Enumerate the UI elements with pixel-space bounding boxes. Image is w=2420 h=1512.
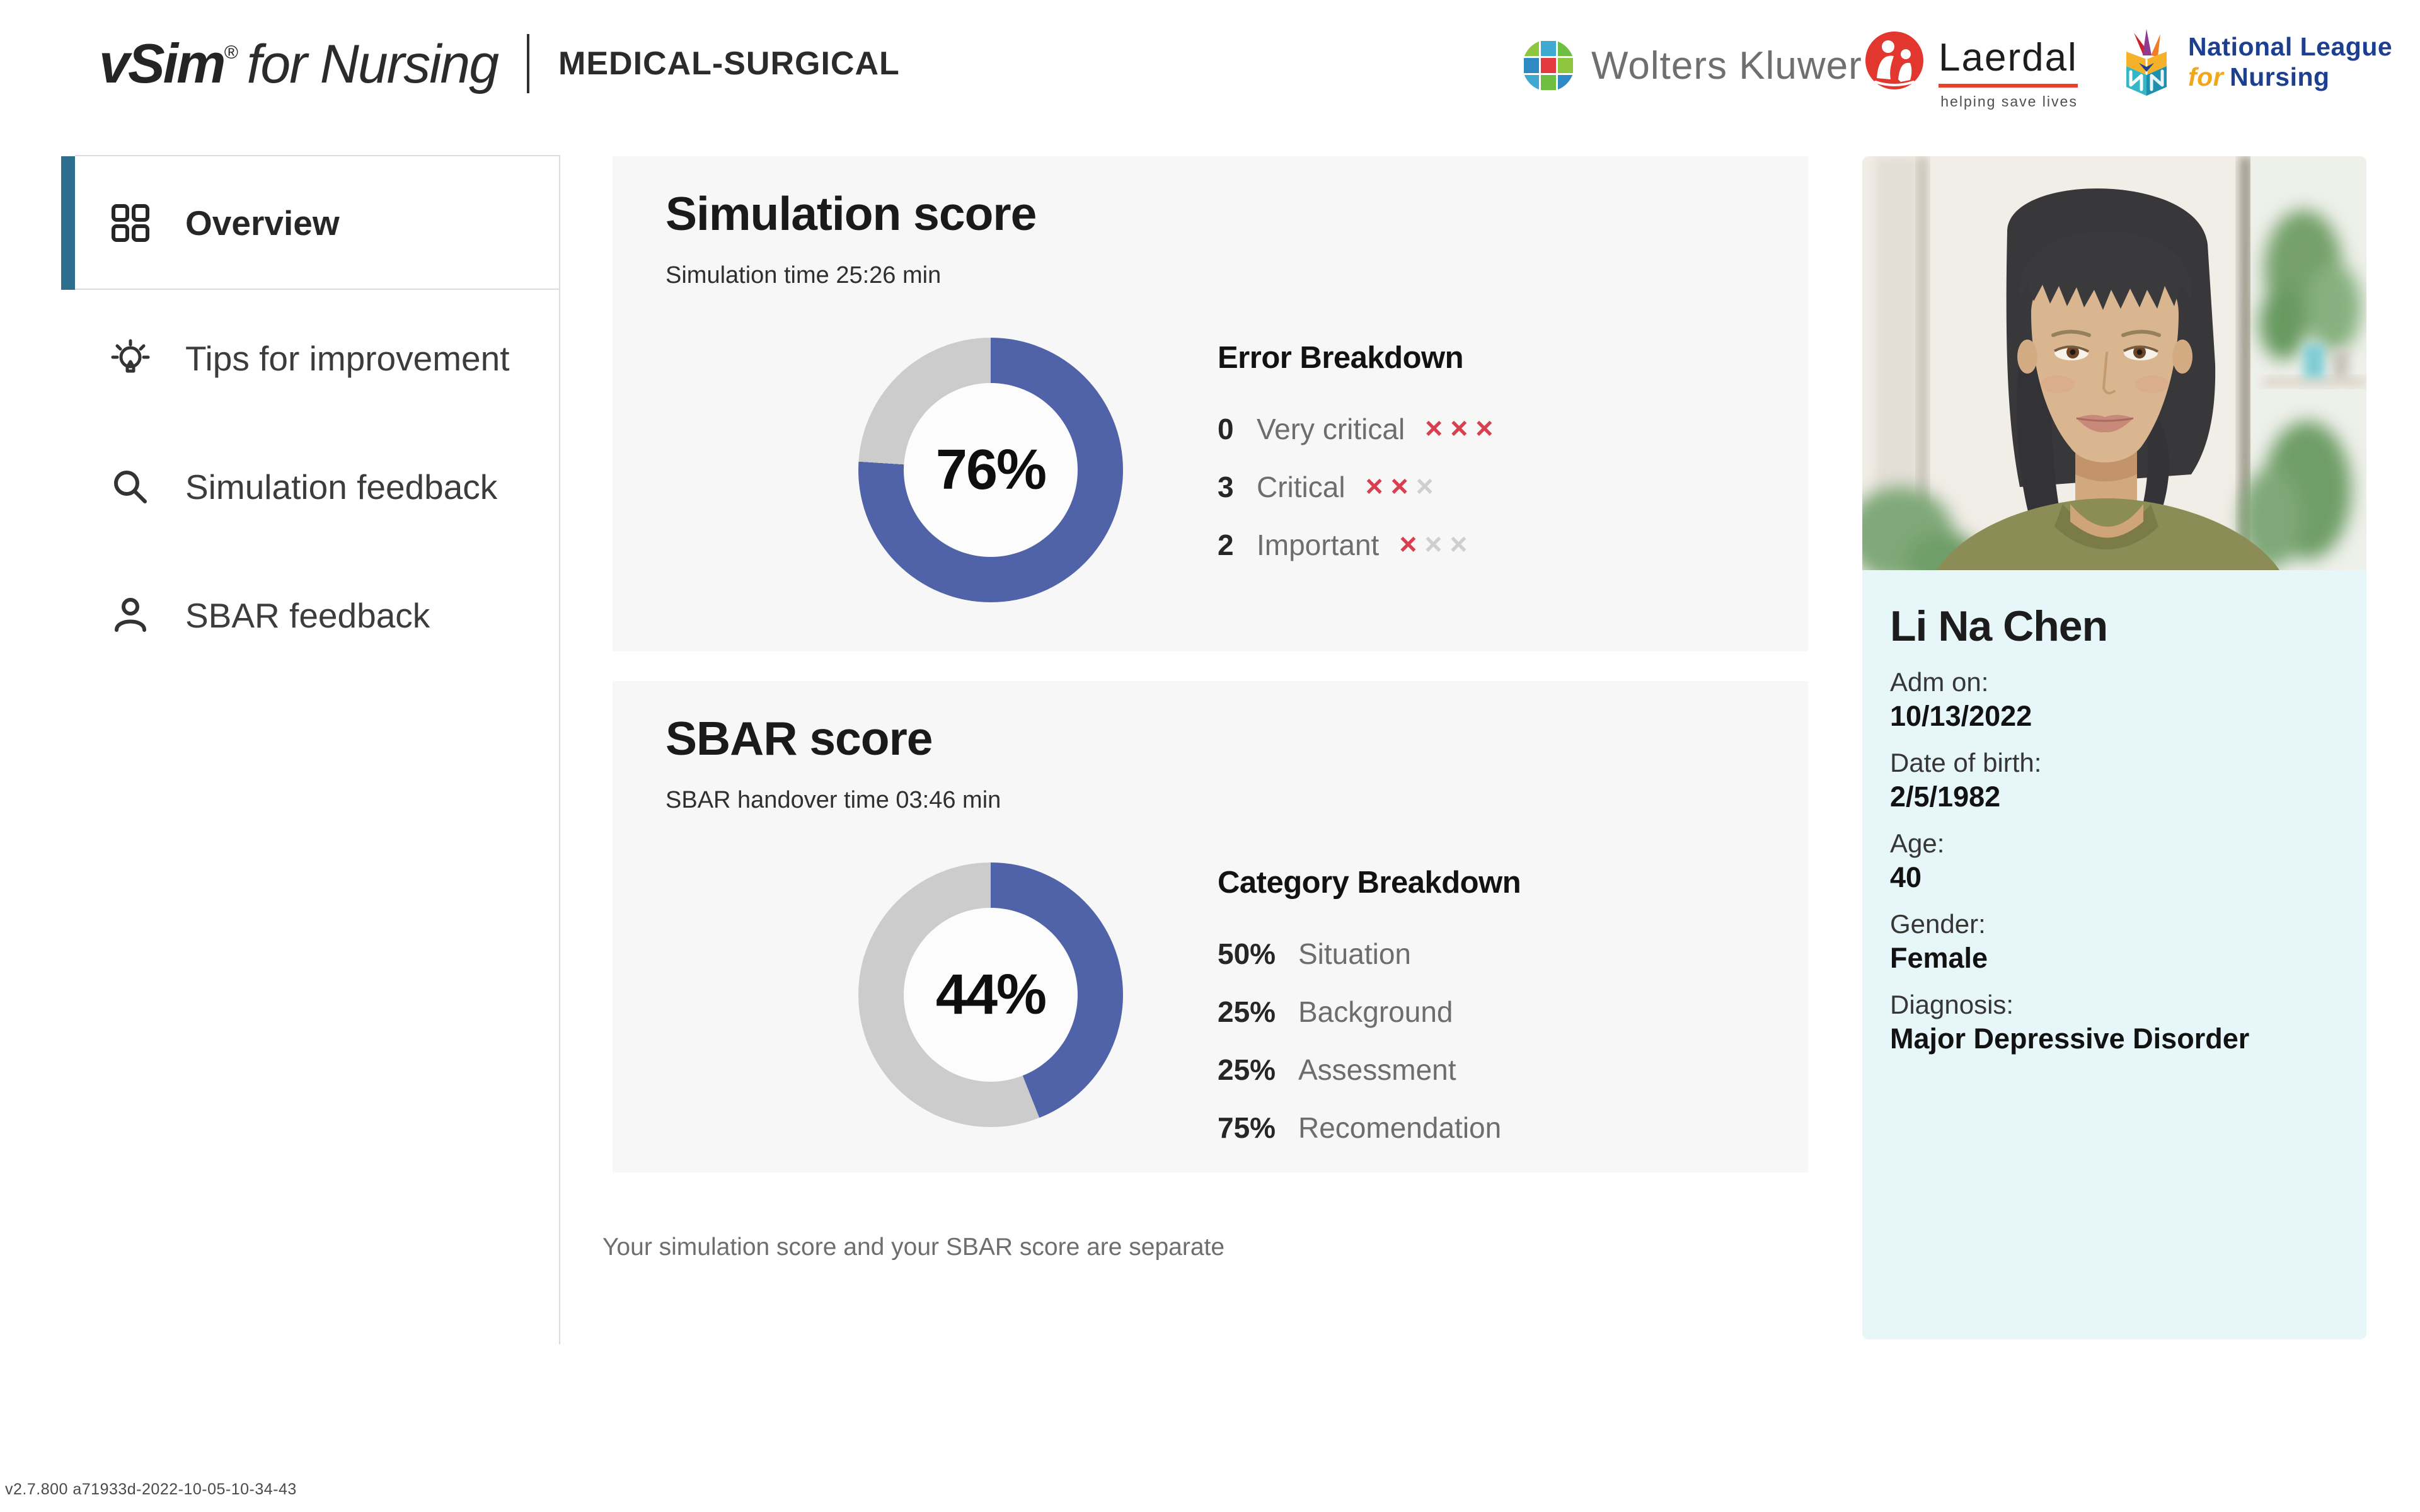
nln-label-line2: for Nursing <box>2188 62 2330 91</box>
error-label: Very critical <box>1257 413 1405 445</box>
laerdal-logo: Laerdal helping save lives <box>1864 30 2078 110</box>
patient-field-diagnosis: Diagnosis: Major Depressive Disorder <box>1890 988 2339 1057</box>
simulation-score-title: Simulation score <box>666 187 1037 240</box>
category-row-situation: 50% Situation <box>1218 937 1772 971</box>
simulation-score-donut: 76% <box>858 338 1123 602</box>
error-label: Critical <box>1257 471 1345 503</box>
nln-icon <box>2126 29 2167 96</box>
x-icon-gray: × <box>1415 470 1441 503</box>
patient-field-dob: Date of birth: 2/5/1982 <box>1890 747 2339 815</box>
sbar-handover-time: SBAR handover time 03:46 min <box>666 787 1001 813</box>
laerdal-label: Laerdal <box>1939 36 2078 79</box>
active-item-accent-bar <box>61 156 75 290</box>
lightbulb-icon <box>111 339 150 373</box>
nln-for-word: for <box>2188 62 2224 91</box>
x-icon-red: ×× <box>1365 470 1416 503</box>
wolters-kluwer-icon <box>1523 40 1574 91</box>
logo-divider <box>527 34 530 93</box>
person-icon <box>115 598 146 632</box>
sidebar-item-label: SBAR feedback <box>185 596 430 635</box>
wolters-kluwer-label: Wolters Kluwer <box>1591 43 1862 88</box>
field-label: Date of birth: <box>1890 748 2042 777</box>
x-icon-red: × <box>1399 528 1425 561</box>
sidebar-item-tips[interactable]: Tips for improvement <box>108 332 510 385</box>
sidebar-item-simulation-feedback[interactable]: Simulation feedback <box>108 461 497 513</box>
sbar-score-donut: 44% <box>858 862 1123 1127</box>
error-breakdown-title: Error Breakdown <box>1218 341 1464 375</box>
error-breakdown: Error Breakdown 0 Very critical ××× 3 Cr… <box>1218 340 1772 586</box>
category-row-assessment: 25% Assessment <box>1218 1053 1772 1087</box>
sidebar-separator <box>559 155 560 1344</box>
category-percent: 75% <box>1218 1111 1276 1144</box>
error-row-critical: 3 Critical ××× <box>1218 470 1772 504</box>
magnifier-icon <box>114 471 147 503</box>
patient-avatar <box>1862 156 2366 570</box>
error-row-important: 2 Important ××× <box>1218 528 1772 562</box>
sbar-score-title: SBAR score <box>666 712 933 765</box>
patient-info: Li Na Chen Adm on: 10/13/2022 Date of bi… <box>1862 570 2366 1339</box>
category-breakdown: Category Breakdown 50% Situation 25% Bac… <box>1218 865 1772 1169</box>
field-label: Diagnosis: <box>1890 990 2014 1019</box>
field-value: 2/5/1982 <box>1890 781 2001 813</box>
nln-logo: National League for Nursing <box>2115 26 2392 97</box>
error-row-very-critical: 0 Very critical ××× <box>1218 412 1772 446</box>
scores-separate-note: Your simulation score and your SBAR scor… <box>602 1234 1225 1261</box>
field-value: Major Depressive Disorder <box>1890 1022 2250 1055</box>
simulation-score-percent: 76% <box>935 438 1047 501</box>
patient-panel: Li Na Chen Adm on: 10/13/2022 Date of bi… <box>1862 156 2366 1339</box>
field-label: Gender: <box>1890 909 1986 939</box>
category-percent: 25% <box>1218 995 1276 1028</box>
category-percent: 50% <box>1218 937 1276 970</box>
severity-x-icons: ××× <box>1399 530 1475 560</box>
category-label: Recomendation <box>1298 1111 1502 1144</box>
severity-x-icons: ××× <box>1366 472 1441 502</box>
error-count: 3 <box>1218 471 1234 503</box>
category-breakdown-title: Category Breakdown <box>1218 866 1521 900</box>
donut-hole: 76% <box>904 383 1078 557</box>
version-string: v2.7.800 a71933d-2022-10-05-10-34-43 <box>5 1480 297 1498</box>
x-icon-gray: ×× <box>1424 528 1475 561</box>
category-label: Situation <box>1298 937 1412 970</box>
sidebar-item-label: Tips for improvement <box>185 339 510 378</box>
grid-icon <box>112 204 149 242</box>
sidebar-divider <box>75 289 560 290</box>
field-value: 40 <box>1890 861 1922 893</box>
sidebar-item-overview[interactable]: Overview <box>108 197 340 249</box>
patient-name: Li Na Chen <box>1890 602 2108 650</box>
sbar-score-card: SBAR score SBAR handover time 03:46 min … <box>613 681 1808 1172</box>
error-count: 0 <box>1218 413 1234 445</box>
app-logo-text: vSim® for Nursing <box>99 32 499 94</box>
category-percent: 25% <box>1218 1053 1276 1086</box>
error-count: 2 <box>1218 529 1234 561</box>
sidebar-item-sbar-feedback[interactable]: SBAR feedback <box>108 589 430 642</box>
severity-x-icons: ××× <box>1425 414 1501 444</box>
x-icon-red: ××× <box>1425 412 1501 445</box>
sbar-score-percent: 44% <box>935 963 1047 1026</box>
simulation-time: Simulation time 25:26 min <box>666 262 942 289</box>
patient-field-age: Age: 40 <box>1890 827 2339 895</box>
field-value: Female <box>1890 942 1988 974</box>
laerdal-icon <box>1865 32 1923 89</box>
laerdal-tagline: helping save lives <box>1940 93 2078 110</box>
laerdal-underline <box>1939 84 2078 88</box>
field-label: Adm on: <box>1890 667 1989 697</box>
app-logo: vSim® for Nursing MEDICAL-SURGICAL <box>99 32 900 96</box>
category-label: Background <box>1298 995 1453 1028</box>
patient-field-gender: Gender: Female <box>1890 908 2339 976</box>
error-label: Important <box>1257 529 1380 561</box>
category-label: Assessment <box>1298 1053 1456 1086</box>
sidebar-divider <box>75 155 560 156</box>
donut-hole: 44% <box>904 908 1078 1082</box>
field-label: Age: <box>1890 828 1945 858</box>
sidebar-item-label: Overview <box>185 203 340 243</box>
category-row-recomendation: 75% Recomendation <box>1218 1111 1772 1145</box>
simulation-score-card: Simulation score Simulation time 25:26 m… <box>613 156 1808 651</box>
category-row-background: 25% Background <box>1218 995 1772 1029</box>
wolters-kluwer-logo: Wolters Kluwer <box>1522 39 1862 92</box>
nln-label-line1: National League <box>2188 32 2393 61</box>
product-title: MEDICAL-SURGICAL <box>558 45 900 82</box>
sidebar-item-label: Simulation feedback <box>185 467 498 507</box>
field-value: 10/13/2022 <box>1890 700 2032 732</box>
patient-field-adm-on: Adm on: 10/13/2022 <box>1890 666 2339 734</box>
